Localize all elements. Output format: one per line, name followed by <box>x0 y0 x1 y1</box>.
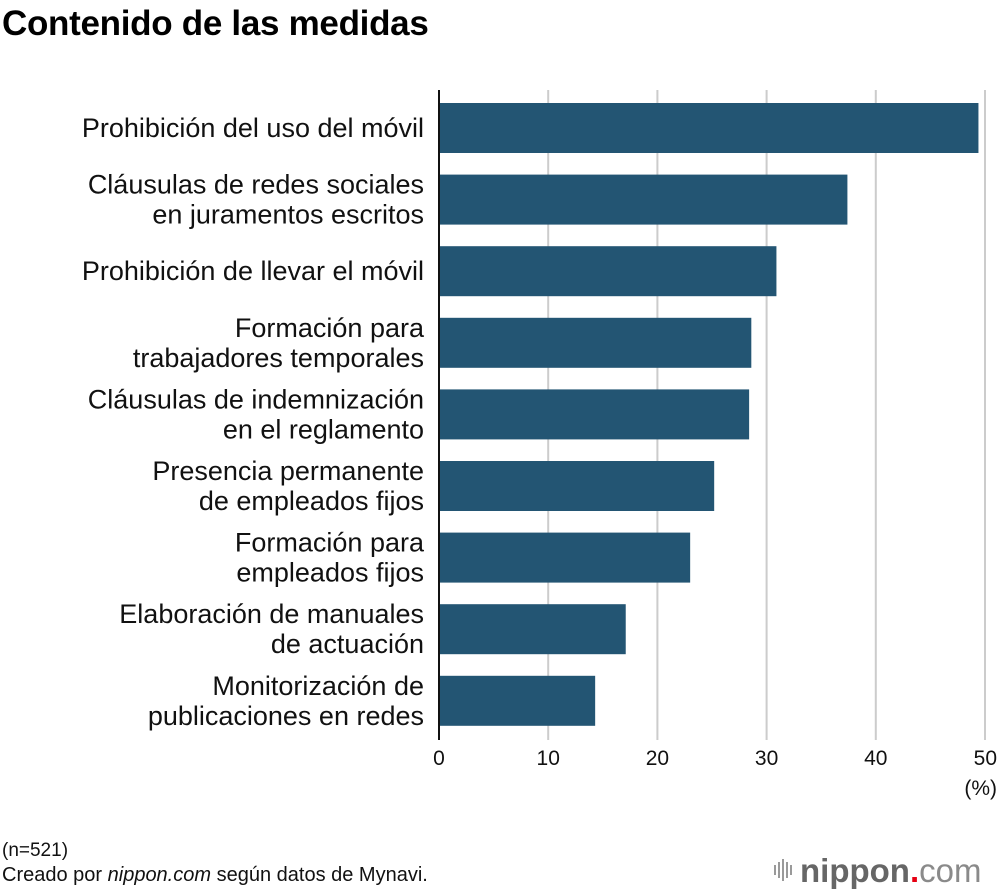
x-tick-label: 40 <box>864 747 887 770</box>
bar-chart: Prohibición del uso del móvil Cláusulas d… <box>82 90 997 800</box>
chart-title: Contenido de las medidas <box>2 4 429 43</box>
category-label: de empleados fijos <box>199 486 424 516</box>
category-label: Monitorización de <box>212 671 424 701</box>
bar <box>439 174 848 225</box>
bar <box>439 532 691 583</box>
sound-bars-icon <box>774 859 792 881</box>
logo-name: nippon <box>800 851 910 889</box>
category-label: en juramentos escritos <box>152 200 424 230</box>
category-label: de actuación <box>271 629 424 659</box>
source-site: nippon.com <box>107 864 212 886</box>
x-tick-label: 30 <box>755 747 778 770</box>
x-tick-labels: 0 10 20 30 40 50 <box>433 747 997 770</box>
category-label: publicaciones en redes <box>148 701 424 731</box>
bar <box>439 461 715 511</box>
category-label: Elaboración de manuales <box>119 599 424 629</box>
logo-tld: com <box>919 851 982 889</box>
source-prefix: Creado por <box>2 864 108 886</box>
nippon-logo: nippon.com <box>774 850 981 890</box>
source-suffix: según datos de Mynavi. <box>211 864 428 886</box>
category-label: Presencia permanente <box>152 456 424 486</box>
bar <box>439 389 750 440</box>
category-label: Formación para <box>235 528 425 558</box>
category-label: Formación para <box>235 313 425 343</box>
bar <box>439 103 979 153</box>
bar <box>439 604 626 655</box>
x-tick-label: 20 <box>646 747 669 770</box>
category-label: empleados fijos <box>236 558 424 588</box>
x-tick-label: 50 <box>974 747 997 770</box>
logo-dot: . <box>909 851 920 889</box>
bars <box>439 103 979 726</box>
x-tick-label: 10 <box>537 747 560 770</box>
category-label: Cláusulas de indemnización <box>88 384 424 414</box>
category-label: Cláusulas de redes sociales <box>88 170 424 200</box>
category-label: Prohibición de llevar el móvil <box>82 256 424 286</box>
x-axis-unit: (%) <box>964 777 997 800</box>
category-label: Prohibición del uso del móvil <box>82 113 424 143</box>
sample-size-note: (n=521) <box>2 840 69 861</box>
bar <box>439 675 596 726</box>
source-note: Creado por nippon.com según datos de Myn… <box>2 864 428 887</box>
bar <box>439 317 752 368</box>
category-label: trabajadores temporales <box>133 343 424 373</box>
category-label: en el reglamento <box>223 414 424 444</box>
x-tick-label: 0 <box>433 747 445 770</box>
category-labels: Prohibición del uso del móvil Cláusulas d… <box>82 113 425 731</box>
bar <box>439 246 777 297</box>
